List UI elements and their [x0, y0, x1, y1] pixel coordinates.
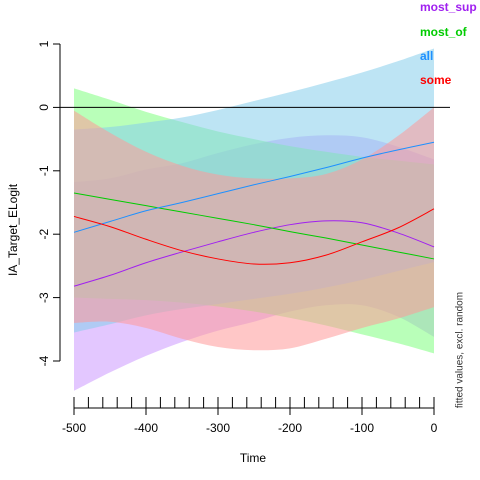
legend-item-some: some: [420, 73, 452, 87]
x-tick-label: -300: [206, 421, 230, 435]
line-most_sup: [73, 220, 435, 287]
legend-item-all: all: [420, 49, 433, 63]
y-tick-label: -3: [37, 292, 51, 303]
line-most_of: [73, 192, 435, 260]
y-tick-label: -4: [37, 355, 51, 366]
x-tick-label: -500: [62, 421, 86, 435]
x-rug: [73, 397, 435, 408]
confidence-bands: [74, 48, 434, 391]
x-tick-label: 0: [431, 421, 438, 435]
y-tick-label: -2: [37, 229, 51, 240]
fit-lines: [73, 141, 435, 287]
x-axis: -500 -400 -300 -200 -100 0: [62, 407, 438, 435]
x-axis-title: Time: [240, 451, 267, 465]
line-some: [73, 208, 435, 265]
y-tick-label: 1: [37, 40, 51, 47]
x-tick-label: -200: [278, 421, 302, 435]
x-tick-label: -400: [134, 421, 158, 435]
line-all: [73, 141, 435, 233]
y-axis: -4 -3 -2 -1 0 1: [37, 40, 61, 366]
y-axis-title: IA_Target_ELogit: [6, 183, 20, 276]
y-tick-label: -1: [37, 165, 51, 176]
side-note: fitted values, excl. random: [455, 292, 466, 408]
band-some: [74, 107, 434, 351]
legend-item-most_of: most_of: [420, 25, 468, 39]
legend-item-most_sup: most_sup: [420, 0, 477, 14]
x-tick-label: -100: [350, 421, 374, 435]
y-tick-label: 0: [37, 104, 51, 111]
